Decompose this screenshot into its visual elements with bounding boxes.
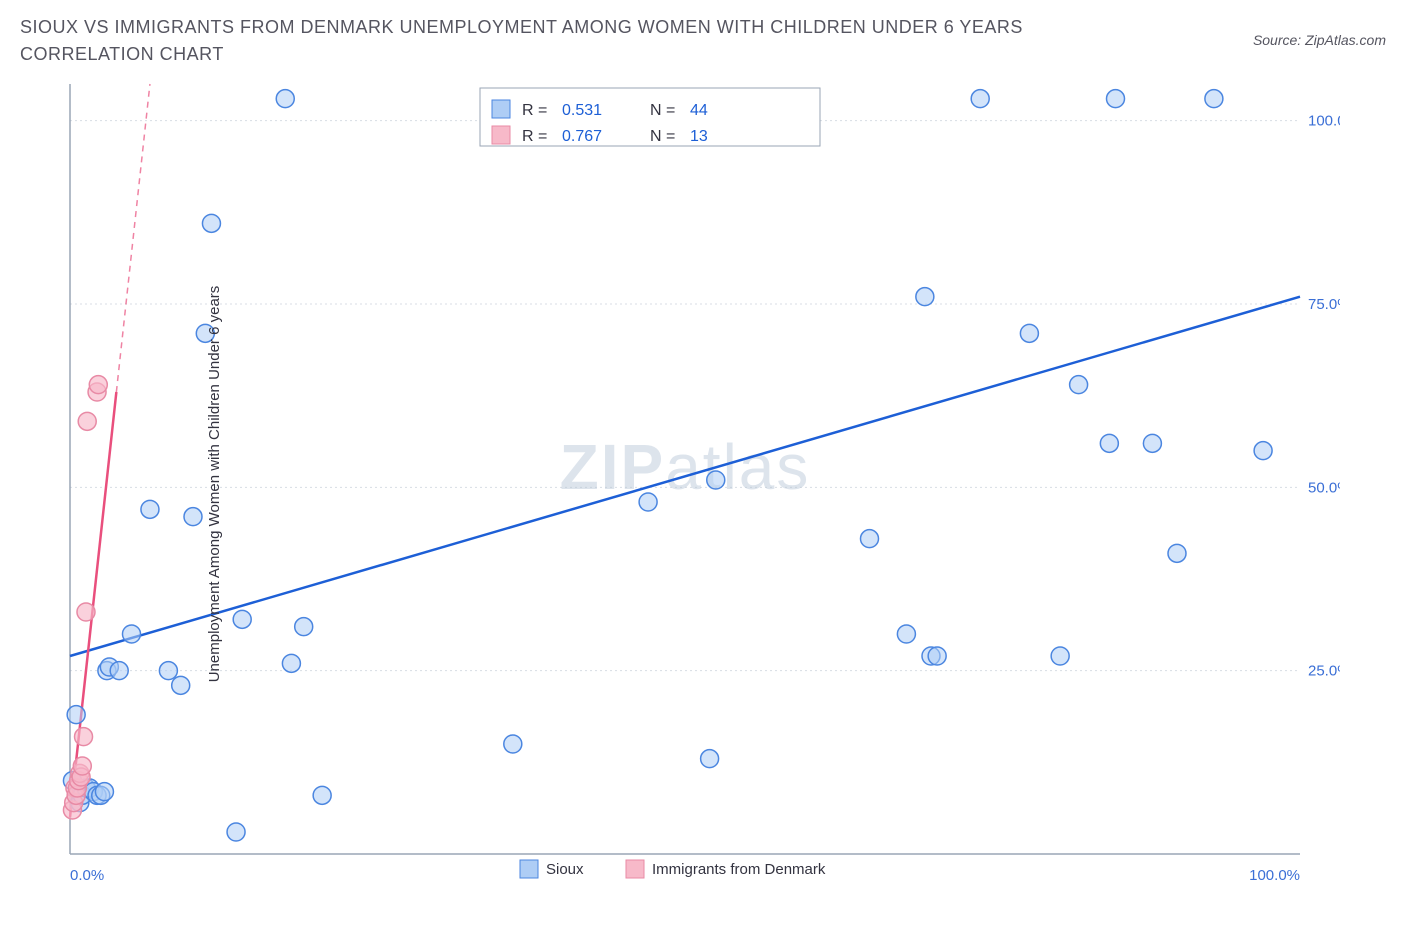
svg-text:100.0%: 100.0% (1308, 113, 1340, 130)
svg-text:44: 44 (690, 102, 708, 119)
svg-text:Immigrants from Denmark: Immigrants from Denmark (652, 861, 826, 878)
svg-text:25.0%: 25.0% (1308, 663, 1340, 680)
svg-text:N =: N = (650, 102, 675, 119)
svg-text:R =: R = (522, 102, 547, 119)
svg-text:75.0%: 75.0% (1308, 296, 1340, 313)
source-credit: Source: ZipAtlas.com (1253, 32, 1386, 48)
svg-text:0.0%: 0.0% (70, 867, 104, 884)
svg-text:0.531: 0.531 (562, 102, 602, 119)
svg-text:ZIPatlas: ZIPatlas (560, 431, 811, 503)
y-axis-label: Unemployment Among Women with Children U… (206, 286, 223, 683)
svg-text:N =: N = (650, 128, 675, 145)
svg-text:0.767: 0.767 (562, 128, 602, 145)
page-title: SIOUX VS IMMIGRANTS FROM DENMARK UNEMPLO… (20, 14, 1120, 68)
svg-text:R =: R = (522, 128, 547, 145)
svg-text:13: 13 (690, 128, 708, 145)
svg-text:50.0%: 50.0% (1308, 479, 1340, 496)
svg-text:100.0%: 100.0% (1249, 867, 1300, 884)
chart-container: Unemployment Among Women with Children U… (20, 74, 1386, 894)
svg-text:Sioux: Sioux (546, 861, 584, 878)
